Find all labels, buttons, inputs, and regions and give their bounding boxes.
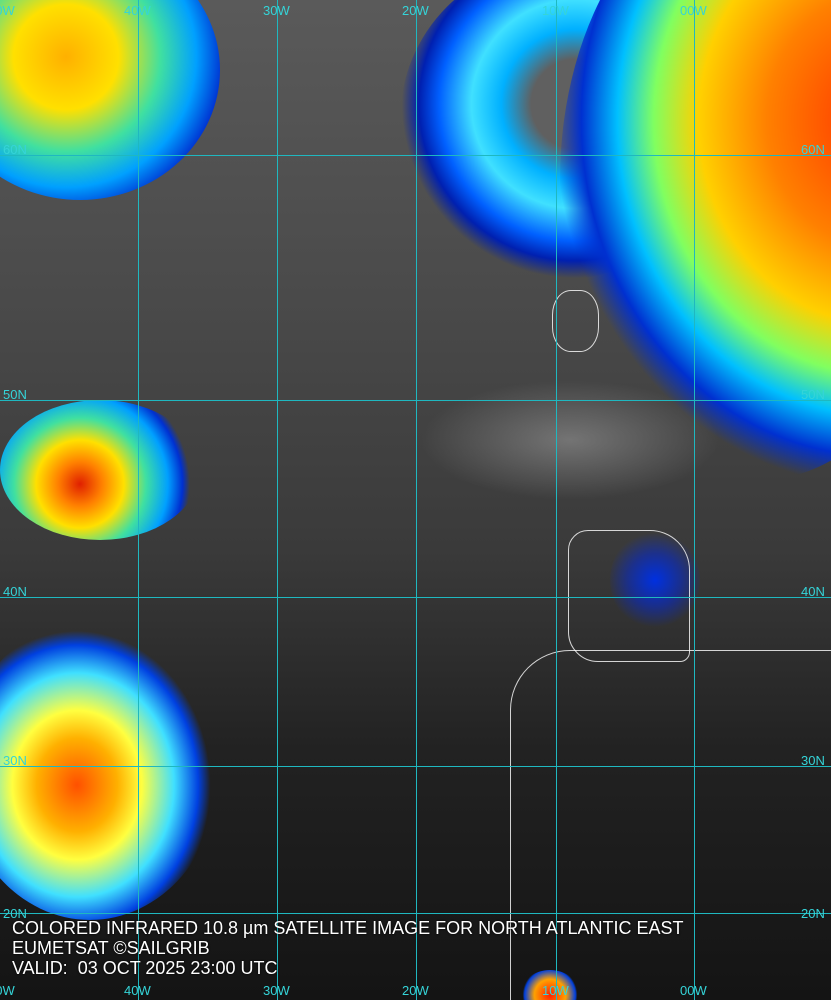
lat-label-right: 60N: [801, 142, 825, 157]
lon-label-top: 00W: [680, 3, 707, 18]
meridian-00w: [694, 0, 695, 1000]
lon-label-bottom: 20W: [402, 983, 429, 998]
cloud-bay-band: [420, 380, 720, 500]
caption-credit: EUMETSAT ©SAILGRIB: [12, 938, 210, 958]
lat-label-left: 50N: [3, 387, 27, 402]
coastline-africa: [510, 650, 831, 1000]
meridian-20w: [416, 0, 417, 1000]
coastline-iberia: [568, 530, 690, 662]
lat-label-right: 50N: [801, 387, 825, 402]
caption-title: COLORED INFRARED 10.8 µm SATELLITE IMAGE…: [12, 918, 684, 938]
parallel-50n: [0, 400, 831, 401]
coastline-ireland: [552, 290, 599, 352]
lon-label-top: 30W: [263, 3, 290, 18]
image-caption: COLORED INFRARED 10.8 µm SATELLITE IMAGE…: [12, 918, 684, 978]
lon-label-top: 50W: [0, 3, 15, 18]
lon-label-bottom: 10W: [542, 983, 569, 998]
lon-label-bottom: 50W: [0, 983, 15, 998]
parallel-40n: [0, 597, 831, 598]
lat-label-left: 40N: [3, 584, 27, 599]
lat-label-right: 40N: [801, 584, 825, 599]
lat-label-left: 30N: [3, 753, 27, 768]
parallel-20n: [0, 913, 831, 914]
lon-label-top: 20W: [402, 3, 429, 18]
meridian-10w: [556, 0, 557, 1000]
parallel-30n: [0, 766, 831, 767]
meridian-40w: [138, 0, 139, 1000]
lon-label-top: 40W: [124, 3, 151, 18]
parallel-60n: [0, 155, 831, 156]
lat-label-left: 60N: [3, 142, 27, 157]
lat-label-right: 30N: [801, 753, 825, 768]
cloud-west-storm: [0, 400, 200, 540]
meridian-30w: [277, 0, 278, 1000]
lon-label-bottom: 40W: [124, 983, 151, 998]
lat-label-right: 20N: [801, 906, 825, 921]
lon-label-top: 10W: [542, 3, 569, 18]
caption-valid-time: VALID: 03 OCT 2025 23:00 UTC: [12, 958, 278, 978]
cloud-greenland: [0, 0, 220, 200]
lat-label-left: 20N: [3, 906, 27, 921]
lon-label-bottom: 00W: [680, 983, 707, 998]
lon-label-bottom: 30W: [263, 983, 290, 998]
cloud-southwest-band: [0, 620, 220, 920]
